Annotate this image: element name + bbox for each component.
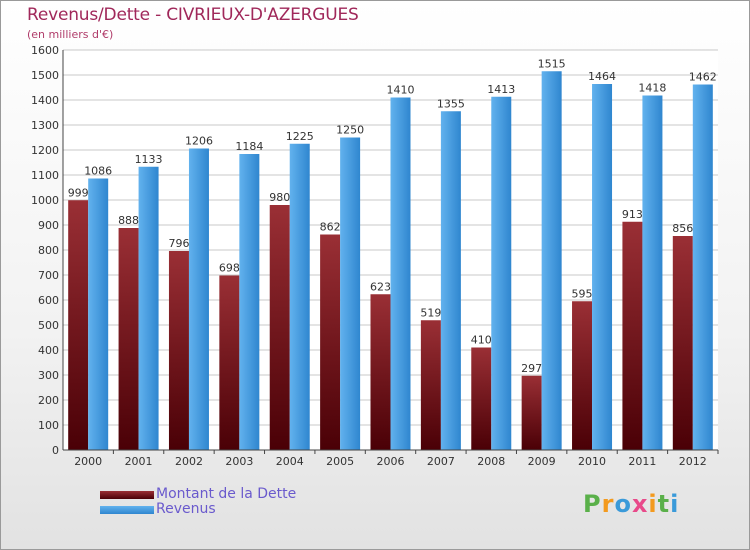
bar-dette bbox=[521, 375, 542, 450]
x-tick-label: 2000 bbox=[74, 455, 102, 468]
y-tick-label: 800 bbox=[38, 244, 59, 257]
bar-dette bbox=[320, 234, 341, 450]
x-tick-label: 2005 bbox=[326, 455, 354, 468]
bar-dette bbox=[118, 228, 139, 450]
data-label: 1418 bbox=[638, 82, 666, 95]
chart-title: Revenus/Dette - CIVRIEUX-D'AZERGUES bbox=[27, 5, 359, 25]
y-tick-label: 200 bbox=[38, 394, 59, 407]
bar-revenus bbox=[390, 97, 411, 450]
bar-dette bbox=[68, 200, 89, 450]
bar-revenus bbox=[440, 111, 461, 450]
x-tick-label: 2004 bbox=[276, 455, 304, 468]
axis-layer: 0 100 200 300 400 500 600 700 800 900 1000 1100 1200… bbox=[31, 44, 719, 468]
bar-revenus bbox=[138, 166, 159, 450]
legend: Montant de la Dette Revenus bbox=[100, 487, 360, 517]
data-label: 1410 bbox=[387, 84, 415, 97]
x-tick-label: 2006 bbox=[377, 455, 405, 468]
legend-label-revenus: Revenus bbox=[156, 501, 216, 517]
y-tick-label: 100 bbox=[38, 419, 59, 432]
bar-revenus bbox=[642, 95, 663, 450]
y-tick-label: 900 bbox=[38, 219, 59, 232]
labels-layer: 999 1086 888 1133 796 1206 698 1184 980 1225 862 12… bbox=[68, 57, 717, 375]
legend-item-dette: Montant de la Dette bbox=[100, 487, 360, 502]
y-tick-label: 300 bbox=[38, 369, 59, 382]
legend-swatch-revenus bbox=[100, 506, 154, 514]
data-label: 888 bbox=[118, 214, 139, 227]
bar-dette bbox=[168, 251, 189, 450]
x-tick-label: 2007 bbox=[427, 455, 455, 468]
data-label: 862 bbox=[320, 221, 341, 234]
y-tick-label: 400 bbox=[38, 344, 59, 357]
x-tick-label: 2002 bbox=[175, 455, 203, 468]
data-label: 595 bbox=[572, 287, 593, 300]
y-tick-label: 1300 bbox=[31, 119, 59, 132]
data-label: 1086 bbox=[84, 165, 112, 178]
x-tick-label: 2011 bbox=[628, 455, 656, 468]
x-tick-label: 2009 bbox=[528, 455, 556, 468]
bar-dette bbox=[622, 221, 643, 450]
data-label: 999 bbox=[68, 186, 89, 199]
y-tick-label: 1000 bbox=[31, 194, 59, 207]
bar-dette bbox=[420, 320, 441, 450]
data-label: 913 bbox=[622, 208, 643, 221]
bar-dette bbox=[219, 275, 240, 450]
data-label: 1464 bbox=[588, 70, 616, 83]
legend-swatch-dette bbox=[100, 491, 154, 499]
data-label: 623 bbox=[370, 280, 391, 293]
bar-dette bbox=[370, 294, 391, 450]
data-label: 519 bbox=[420, 306, 441, 319]
legend-item-revenus: Revenus bbox=[100, 502, 360, 517]
data-label: 980 bbox=[269, 191, 290, 204]
data-label: 410 bbox=[471, 334, 492, 347]
bar-dette bbox=[269, 205, 290, 450]
bar-revenus bbox=[188, 148, 209, 450]
bar-revenus bbox=[692, 84, 713, 450]
x-tick-label: 2010 bbox=[578, 455, 606, 468]
bar-revenus bbox=[592, 84, 613, 450]
data-label: 1515 bbox=[538, 57, 566, 70]
y-tick-label: 1100 bbox=[31, 169, 59, 182]
y-tick-label: 600 bbox=[38, 294, 59, 307]
y-tick-label: 1400 bbox=[31, 94, 59, 107]
data-label: 297 bbox=[521, 362, 542, 375]
y-tick-label: 1600 bbox=[31, 44, 59, 57]
bar-revenus bbox=[289, 143, 310, 450]
x-tick-label: 2012 bbox=[679, 455, 707, 468]
x-tick-label: 2008 bbox=[477, 455, 505, 468]
bar-dette bbox=[572, 301, 593, 450]
y-tick-label: 0 bbox=[52, 444, 59, 457]
data-label: 1250 bbox=[336, 124, 364, 137]
proxiti-logo: Proxiti bbox=[583, 490, 680, 518]
data-label: 1206 bbox=[185, 135, 213, 148]
data-label: 856 bbox=[672, 222, 693, 235]
y-tick-label: 700 bbox=[38, 269, 59, 282]
bar-revenus bbox=[541, 71, 562, 450]
bar-revenus bbox=[340, 137, 361, 450]
bar-revenus bbox=[239, 154, 260, 450]
data-label: 1462 bbox=[689, 71, 717, 84]
bars-layer bbox=[68, 71, 713, 450]
legend-label-dette: Montant de la Dette bbox=[156, 486, 297, 502]
y-tick-label: 1200 bbox=[31, 144, 59, 157]
bar-dette bbox=[471, 347, 492, 450]
data-label: 1225 bbox=[286, 130, 314, 143]
x-tick-label: 2001 bbox=[125, 455, 153, 468]
data-label: 1413 bbox=[487, 83, 515, 96]
bar-revenus bbox=[88, 178, 109, 450]
chart-subtitle: (en milliers d'€) bbox=[27, 28, 114, 41]
bar-dette bbox=[672, 236, 693, 450]
data-label: 1133 bbox=[135, 153, 163, 166]
y-tick-label: 500 bbox=[38, 319, 59, 332]
y-tick-label: 1500 bbox=[31, 69, 59, 82]
data-label: 1184 bbox=[235, 140, 263, 153]
data-label: 698 bbox=[219, 262, 240, 275]
bar-revenus bbox=[491, 96, 512, 450]
data-label: 796 bbox=[168, 237, 189, 250]
x-tick-label: 2003 bbox=[225, 455, 253, 468]
data-label: 1355 bbox=[437, 97, 465, 110]
